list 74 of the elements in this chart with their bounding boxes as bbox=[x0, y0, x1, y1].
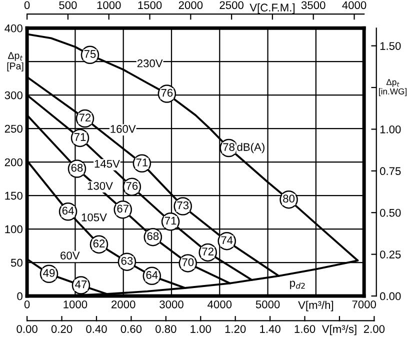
annotation: 78 bbox=[223, 143, 234, 151]
x2-tick-label: 500 bbox=[59, 1, 77, 10]
annotation: 63 bbox=[121, 256, 133, 265]
annotation: 130V bbox=[88, 182, 113, 190]
y2-tick-label: 0.00 bbox=[380, 292, 401, 300]
x2-tick-label: 4000 bbox=[342, 1, 366, 10]
x-tick-label: 0 bbox=[24, 300, 30, 308]
annotation: 49 bbox=[43, 269, 55, 277]
text: 1.00 bbox=[190, 325, 212, 333]
annotation: 67 bbox=[117, 204, 128, 213]
annotation: 105V bbox=[82, 213, 107, 222]
x2-tick-label: 3500 bbox=[301, 1, 326, 10]
annotation: 76 bbox=[126, 182, 138, 190]
y2-tick-label: 1.00 bbox=[380, 125, 401, 134]
x2-tick-label: 2500 bbox=[220, 1, 244, 10]
annotation: 60V bbox=[60, 252, 80, 260]
text: 0.00 bbox=[16, 325, 38, 333]
text: 1.20 bbox=[225, 325, 246, 333]
annotation: 64 bbox=[62, 206, 74, 215]
y2-axis-title: Δp$_{t}$ [in.WG] bbox=[379, 79, 407, 96]
annotation: 160V bbox=[110, 125, 136, 133]
annotation: 70 bbox=[182, 258, 194, 266]
y-axis-title: Δp$_{t}$ [Pa] bbox=[7, 52, 24, 72]
y-tick-label: 400 bbox=[4, 24, 22, 32]
x2-tick-label: 2000 bbox=[178, 1, 203, 10]
annotation: 68 bbox=[71, 164, 83, 172]
x2-tick-label: 0 bbox=[24, 1, 30, 10]
text: 2.00 bbox=[364, 325, 385, 333]
x-tick-label: 2000 bbox=[112, 300, 136, 308]
annotation: 230V bbox=[137, 59, 163, 68]
annotation: 71 bbox=[74, 133, 86, 141]
x-tick-label: 1000 bbox=[64, 300, 88, 308]
annotation: 72 bbox=[202, 248, 214, 256]
y2-tick-label: 1.50 bbox=[380, 42, 401, 50]
text: 1.60 bbox=[294, 325, 316, 333]
x2-tick-label: 1000 bbox=[97, 1, 121, 10]
annotation: 62 bbox=[93, 240, 105, 248]
x-tick-label: 7000 bbox=[352, 300, 376, 308]
x-tick-label: 5000 bbox=[256, 300, 280, 308]
text: 0.60 bbox=[120, 325, 142, 333]
annotation: 76 bbox=[161, 88, 173, 97]
annotation: 71 bbox=[136, 158, 148, 166]
x2-axis-title: V[C.F.M.] bbox=[250, 3, 295, 14]
x-axis-title: V[m³/h] bbox=[298, 300, 334, 312]
text: 0.40 bbox=[86, 325, 107, 333]
text: 0.80 bbox=[156, 325, 176, 333]
annotation: 71 bbox=[164, 216, 176, 225]
y-tick-label: 100 bbox=[5, 225, 22, 234]
annotation: p$_{d2}$ bbox=[290, 280, 305, 290]
text: 1.40 bbox=[260, 325, 280, 333]
y2-tick-label: 0.50 bbox=[380, 208, 401, 217]
annotation: 64 bbox=[146, 271, 158, 279]
y2-tick-label: 0.75 bbox=[380, 167, 401, 176]
y2-tick-label: 0.25 bbox=[380, 250, 401, 258]
annotation: dB(A) bbox=[237, 142, 264, 154]
annotation: 80 bbox=[283, 194, 295, 203]
annotation: 73 bbox=[177, 201, 189, 210]
annotation: 68 bbox=[147, 232, 159, 240]
annotation: 74 bbox=[221, 236, 233, 244]
text: 0.20 bbox=[51, 325, 72, 333]
x-tick-label: 3000 bbox=[160, 300, 184, 308]
annotation: 72 bbox=[79, 114, 91, 122]
y-tick-label: 200 bbox=[4, 158, 22, 166]
y-tick-label: 150 bbox=[5, 192, 22, 200]
y-tick-label: 250 bbox=[4, 124, 22, 133]
y-tick-label: 300 bbox=[4, 91, 22, 100]
x-tick-label: 4000 bbox=[208, 300, 232, 308]
annotation: 145V bbox=[94, 160, 120, 168]
annotation: 47 bbox=[75, 280, 87, 288]
annotation: 75 bbox=[84, 50, 96, 58]
y-tick-label: 0 bbox=[17, 292, 22, 300]
text: V[m³/s] bbox=[322, 324, 356, 336]
x2-tick-label: 1500 bbox=[138, 1, 162, 10]
y-tick-label: 50 bbox=[10, 258, 22, 267]
